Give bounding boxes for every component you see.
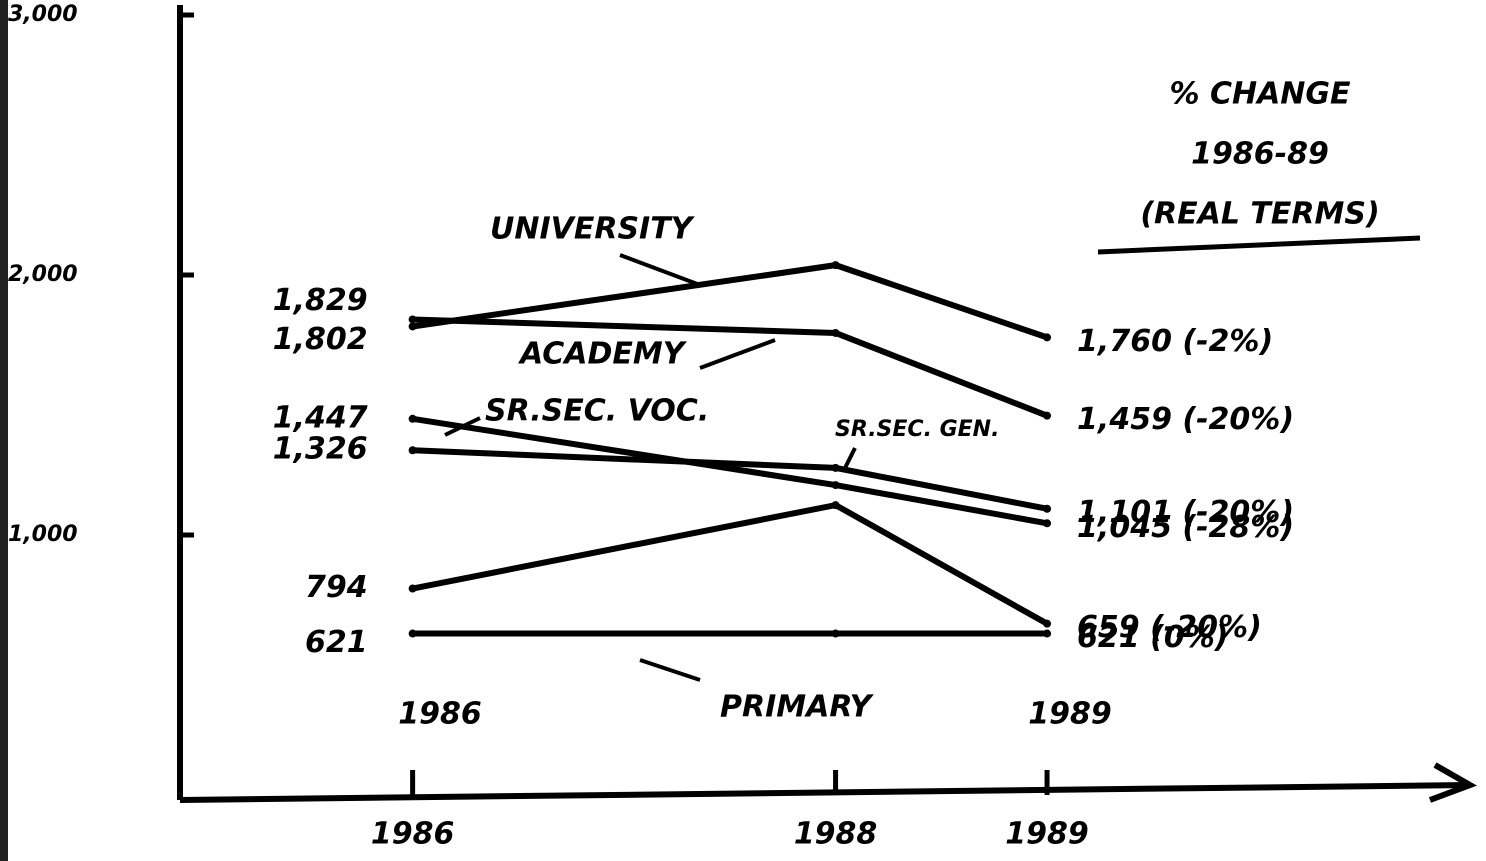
point [1043,519,1052,528]
point [1043,333,1052,342]
point [408,315,417,324]
series-name: UNIVERSITY [490,212,696,247]
x-tick-label: 1986 [371,817,455,852]
title-line: 1986-89 [1191,137,1329,172]
year-annotation: 1989 [1028,697,1112,732]
year-annotation: 1986 [398,697,482,732]
title-line: % CHANGE [1169,77,1351,112]
start-label: 1,326 [273,432,368,467]
series-name: SR.SEC. GEN. [835,417,999,442]
series-line [409,447,1051,512]
point [408,414,417,423]
point [831,481,840,490]
x-tick-label: 1989 [1005,817,1089,852]
end-label: 1,045 (-28%) [1077,510,1294,545]
series-name: PRIMARY [720,690,875,725]
start-label: 794 [305,570,368,605]
start-label: 621 [305,625,368,660]
series-line [409,501,1051,627]
point [408,322,417,331]
y-tick-label: 1,000 [8,522,78,547]
point [1043,504,1052,513]
series-line [409,262,1051,341]
x-axis-arrow [1428,762,1478,803]
start-label: 1,829 [273,283,368,318]
name-arrow [444,416,481,437]
end-label: 621 (0%) [1077,620,1228,655]
end-label: 659 (-20%) [1077,610,1262,645]
start-label: 1,447 [273,400,368,435]
x-axis [179,782,1471,803]
series-name: ACADEMY [518,337,688,372]
point [408,584,417,593]
y-tick-label: 2,000 [8,262,78,287]
end-label: 1,459 (-20%) [1077,402,1294,437]
name-arrow [699,338,776,370]
end-label: 1,101 (-20%) [1077,495,1294,530]
point [831,501,840,510]
point [408,629,417,638]
point [831,463,840,472]
series-name: SR.SEC. VOC. [485,394,709,429]
point [408,446,417,455]
point [831,328,840,337]
end-label: 1,760 (-2%) [1077,324,1273,359]
title-line: (REAL TERMS) [1140,197,1379,232]
start-label: 1,802 [273,322,368,357]
page-edge [0,0,8,861]
y-tick-label: 3,000 [8,2,78,27]
point [1043,619,1052,628]
point [831,629,840,638]
name-arrow [843,447,857,469]
point [1043,629,1052,638]
x-tick-label: 1988 [794,817,878,852]
point [831,261,840,270]
point [1043,411,1052,420]
name-arrow [639,658,701,682]
title-underline [1097,235,1421,255]
name-arrow [619,253,701,287]
